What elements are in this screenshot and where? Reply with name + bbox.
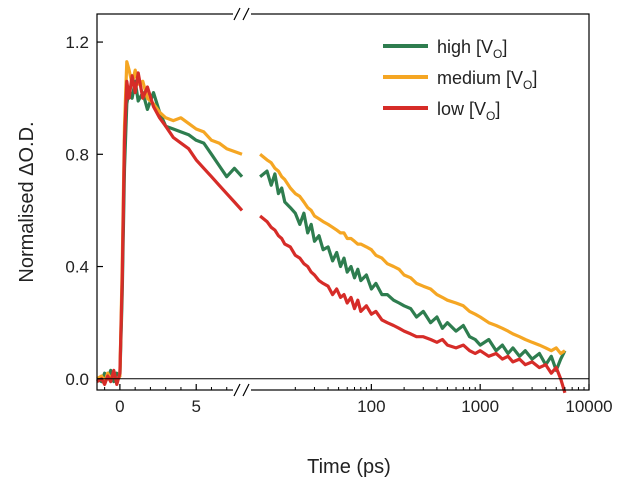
y-tick-label: 0.0 xyxy=(65,370,89,389)
series-line-2-log xyxy=(259,153,566,356)
series-line-1-log xyxy=(259,169,567,372)
y-tick-label: 1.2 xyxy=(65,33,89,52)
series-line-3-linear xyxy=(96,71,244,386)
y-axis-title: Normalised ΔO.D. xyxy=(16,121,38,282)
plot-frame xyxy=(96,13,590,391)
x-tick-label: 100 xyxy=(357,397,385,416)
series-line-2-linear xyxy=(96,60,243,384)
x-tick-label: 10000 xyxy=(565,397,612,416)
x-axis-title: Time (ps) xyxy=(307,456,391,478)
y-axis-ticks: 0.0 0.4 0.8 1.2 xyxy=(65,33,103,389)
y-tick-label: 0.8 xyxy=(65,145,89,164)
legend-label: low [VO] xyxy=(437,99,500,123)
series-line-1-linear xyxy=(96,79,244,384)
legend: high [VO] medium [VO] low [VO] xyxy=(383,37,537,123)
series-layer xyxy=(96,60,567,394)
y-tick-label: 0.4 xyxy=(65,258,89,277)
legend-label: high [VO] xyxy=(437,37,507,61)
series-line-3-log xyxy=(259,214,567,394)
x-axis-ticks: 0 5 100 1000 10000 xyxy=(104,384,613,416)
axis-break-top xyxy=(233,7,251,21)
x-tick-label: 5 xyxy=(191,397,200,416)
x-tick-label: 1000 xyxy=(461,397,499,416)
x-tick-label: 0 xyxy=(115,397,124,416)
axis-break-bottom xyxy=(233,383,251,397)
legend-label: medium [VO] xyxy=(437,68,537,92)
